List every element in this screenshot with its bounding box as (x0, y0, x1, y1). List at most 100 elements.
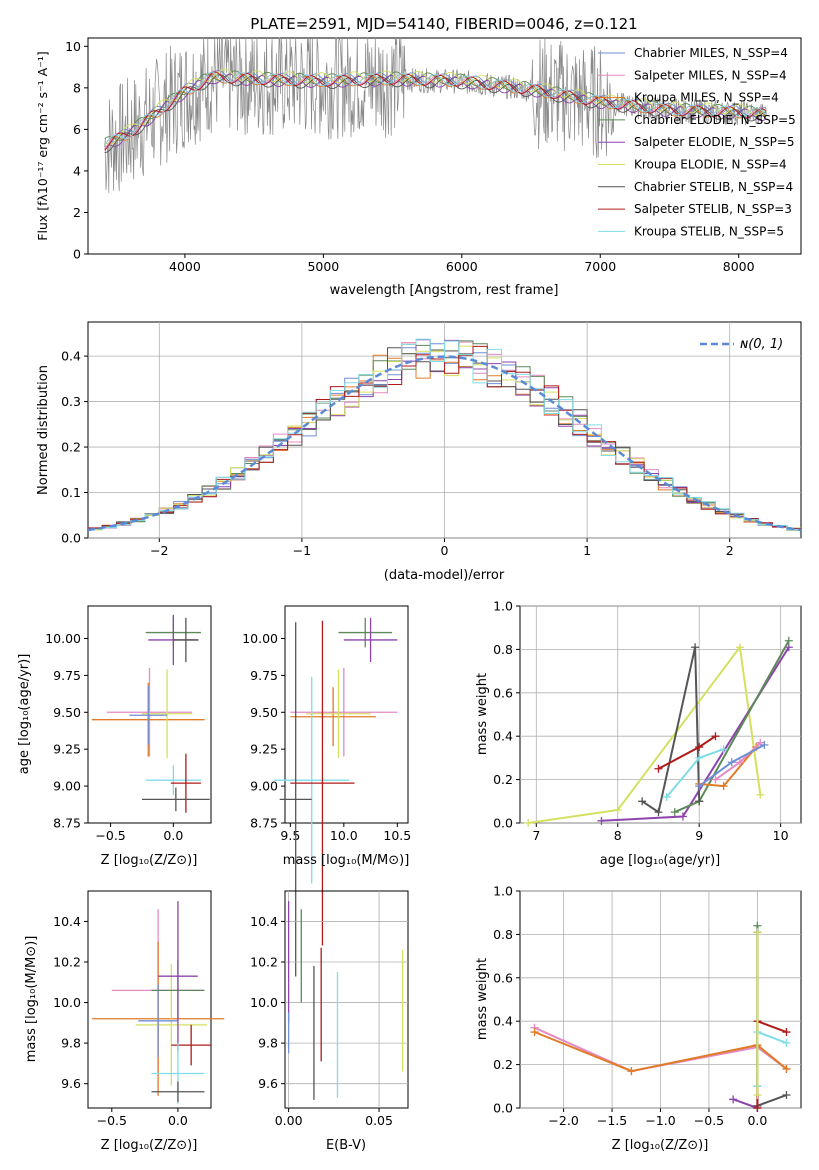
x-tick-label: 7 (532, 828, 540, 843)
weight-marker (753, 1090, 762, 1099)
y-tick-label: 10.2 (250, 954, 278, 969)
histogram-step-line (88, 338, 801, 530)
spectrum-legend: Chabrier MILES, N_SSP=4 Salpeter MILES, N… (598, 46, 796, 238)
weight-marker (597, 816, 606, 825)
weight-marker (695, 753, 704, 762)
x-tick-label: −0.5 (97, 1113, 127, 1128)
y-tick-label: 0.2 (61, 440, 81, 455)
weight-vs-age-xlabel: age [log₁₀(age/yr)] (600, 853, 721, 868)
weight-marker (691, 643, 700, 652)
weight-marker (756, 790, 765, 799)
weight-marker (729, 1095, 738, 1104)
weight-marker (735, 643, 744, 652)
weight-marker (711, 732, 720, 741)
x-tick-label: 1 (583, 543, 591, 558)
weight-vs-age-plot-area: 7 8 9 10 0.0 0.2 0.4 0.6 0.8 1.0 (493, 599, 801, 843)
model-spectrum-line (104, 71, 767, 151)
weight-marker (678, 812, 687, 821)
weight-marker (627, 1067, 636, 1076)
y-tick-label: 0.3 (61, 394, 81, 409)
legend-label: Chabrier ELODIE, N_SSP=5 (634, 113, 796, 127)
spectrum-axes (87, 37, 802, 255)
weight-marker (662, 792, 671, 801)
x-tick-label: −1.5 (597, 1113, 627, 1128)
y-tick-label: 9.50 (250, 705, 278, 720)
x-tick-label: 9.5 (280, 828, 300, 843)
y-tick-label: 10.4 (250, 914, 278, 929)
x-tick-label: 9 (695, 828, 703, 843)
y-tick-label: 8 (73, 80, 81, 95)
y-tick-label: 0.2 (493, 772, 513, 787)
y-tick-label: 10.4 (53, 914, 81, 929)
weight-marker (530, 1028, 539, 1037)
age-vs-Z-ylabel: age [log₁₀(age/yr)] (17, 654, 32, 775)
spectrum-panel: 4000 5000 6000 7000 8000 0 2 4 6 8 10 wavelength [… (35, 37, 802, 298)
weight-marker (711, 775, 720, 784)
y-tick-label: 0.1 (61, 485, 81, 500)
x-tick-label: 10.0 (330, 828, 358, 843)
y-tick-label: 0.4 (61, 349, 81, 364)
x-tick-label: −2 (150, 543, 168, 558)
age-vs-mass-panel: 9.5 10.0 10.5 8.75 9.00 9.25 9.50 9.75 10.00 mas… (242, 605, 411, 977)
y-tick-label: 10 (65, 39, 81, 54)
y-tick-label: 0.2 (493, 1057, 513, 1072)
residuals-ylabel: Normed distribution (36, 365, 51, 495)
residuals-xlabel: (data-model)/error (384, 568, 505, 583)
x-tick-label: 0 (441, 543, 449, 558)
y-tick-label: 10.00 (242, 631, 278, 646)
y-tick-label: 0.6 (493, 685, 513, 700)
x-tick-label: 4000 (169, 259, 201, 274)
y-tick-label: 9.25 (250, 742, 278, 757)
spectrum-xlabel: wavelength [Angstrom, rest frame] (330, 283, 559, 298)
mass-vs-Z-ylabel: mass [log₁₀(M/M⊙)] (24, 936, 39, 1063)
mass-vs-EBV-panel: 0.00 0.05 9.6 9.8 10.0 10.2 10.4 E(B-V) (250, 890, 409, 1153)
weight-line (534, 1031, 788, 1073)
weight-marker (695, 782, 704, 791)
mass-vs-Z-panel: −0.5 0.0 9.6 9.8 10.0 10.2 10.4 Z [log₁₀(Z/Z⊙)… (24, 890, 225, 1153)
weight-marker (735, 758, 744, 767)
weight-marker (719, 782, 728, 791)
legend-label: Salpeter MILES, N_SSP=4 (634, 68, 787, 82)
weight-marker (727, 758, 736, 767)
y-tick-label: 8.75 (53, 816, 81, 831)
model-spectrum-line (104, 74, 766, 154)
y-tick-label: 9.8 (258, 1036, 278, 1051)
legend-label: Chabrier STELIB, N_SSP=4 (634, 180, 793, 194)
figure-title: PLATE=2591, MJD=54140, FIBERID=0046, z=0… (250, 15, 637, 33)
y-tick-label: 0 (73, 247, 81, 262)
weight-marker (782, 1028, 791, 1037)
y-tick-label: 0.0 (61, 531, 81, 546)
x-tick-label: 0.00 (275, 1113, 303, 1128)
weight-marker (782, 1038, 791, 1047)
y-tick-label: 8.75 (250, 816, 278, 831)
weight-marker (782, 1090, 791, 1099)
age-vs-Z-plot-area: −0.5 0.0 8.75 9.00 9.25 9.50 9.75 10.00 (45, 614, 210, 843)
x-tick-label: 0.0 (747, 1113, 767, 1128)
y-tick-label: 9.6 (258, 1076, 278, 1091)
y-tick-label: 9.50 (53, 705, 81, 720)
residuals-panel: −2 −1 0 1 2 0.0 0.1 0.2 0.3 0.4 (data-model)/erro… (36, 321, 802, 583)
y-tick-label: 0.4 (493, 1014, 513, 1029)
weight-marker (753, 928, 762, 937)
mass-vs-EBV-xlabel: E(B-V) (326, 1138, 366, 1153)
weight-line (732, 1098, 758, 1109)
y-tick-label: 9.8 (61, 1036, 81, 1051)
weight-line (658, 735, 717, 770)
y-tick-label: 0.0 (493, 1101, 513, 1116)
legend-label: Salpeter STELIB, N_SSP=3 (634, 202, 792, 216)
age-vs-mass-axes (284, 605, 409, 824)
y-tick-label: 10.00 (45, 631, 81, 646)
weight-marker (695, 797, 704, 806)
y-tick-label: 0.4 (493, 729, 513, 744)
weight-line (756, 932, 787, 1108)
x-tick-label: −2.0 (548, 1113, 578, 1128)
model-spectrum-line (104, 71, 767, 146)
y-tick-label: 9.75 (53, 668, 81, 683)
mass-vs-Z-xlabel: Z [log₁₀(Z/Z⊙)] (101, 1138, 198, 1153)
weight-vs-age-panel: 7 8 9 10 0.0 0.2 0.4 0.6 0.8 1.0 age [log₁₀(age/y… (475, 599, 802, 868)
y-tick-label: 9.6 (61, 1076, 81, 1091)
y-tick-label: 0.8 (493, 642, 513, 657)
legend-label: Kroupa ELODIE, N_SSP=4 (634, 158, 787, 172)
weight-marker (654, 808, 663, 817)
